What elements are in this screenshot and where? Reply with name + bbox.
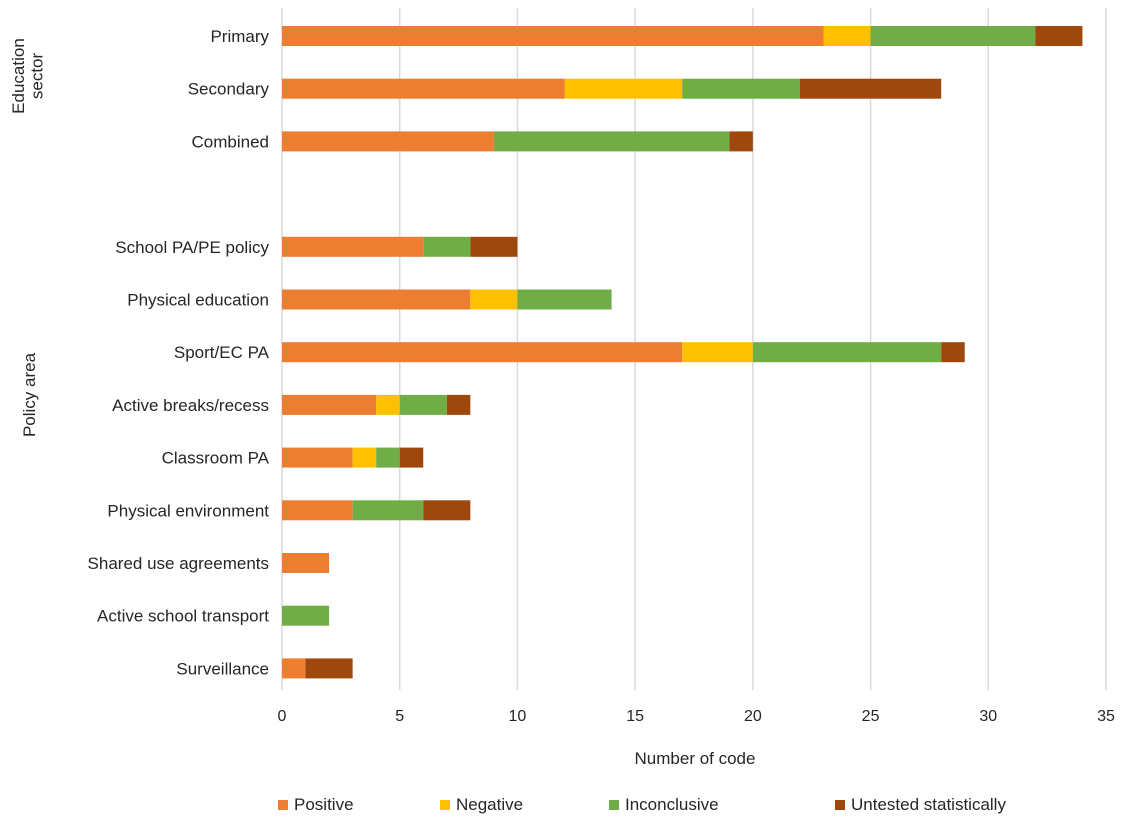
category-label: Physical education [127, 291, 269, 310]
group-label-policy-area: Policy area [20, 352, 39, 437]
category-label: Active school transport [97, 607, 269, 626]
legend-swatch [609, 800, 619, 810]
x-tick-label: 30 [979, 708, 997, 725]
bar-segment-untested-statistically [799, 78, 942, 99]
x-tick-label: 5 [395, 708, 404, 725]
category-label: Shared use agreements [88, 554, 269, 573]
bar-segment-positive [282, 131, 494, 152]
legend-swatch [835, 800, 845, 810]
bar-segment-inconclusive [423, 236, 471, 257]
category-label: Sport/EC PA [174, 343, 270, 362]
category-label: Secondary [188, 80, 270, 99]
bar-segment-negative [352, 447, 377, 468]
group-label-education-sector: Educationsector [9, 38, 47, 114]
legend: Positive Negative Inconclusive Untested sta… [278, 795, 1006, 814]
category-labels: Primary Secondary Combined School PA/PE pol… [88, 27, 270, 678]
bar-segment-untested-statistically [729, 131, 753, 152]
bar-segment-positive [282, 553, 330, 573]
bar-segment-inconclusive [399, 394, 447, 415]
x-tick-label: 20 [744, 708, 762, 725]
category-label: School PA/PE policy [115, 238, 269, 257]
legend-label: Inconclusive [625, 795, 719, 814]
bar-segment-positive [282, 78, 565, 99]
bar-segment-untested-statistically [423, 500, 471, 521]
bar-segment-positive [282, 236, 424, 257]
legend-swatch [440, 800, 450, 810]
bar-segment-negative [376, 394, 400, 415]
x-tick-label: 35 [1097, 708, 1115, 725]
category-label: Classroom PA [162, 449, 270, 468]
bar-segment-positive [282, 26, 824, 46]
bar-segment-inconclusive [493, 131, 730, 152]
x-tick-label: 0 [278, 708, 287, 725]
legend-label: Untested statistically [851, 795, 1006, 814]
bar-segment-inconclusive [752, 342, 942, 363]
x-axis-title: Number of code [635, 749, 756, 768]
bar-segment-inconclusive [282, 605, 330, 626]
legend-label: Negative [456, 795, 523, 814]
bar-segment-inconclusive [870, 26, 1036, 46]
bar-segment-inconclusive [682, 78, 800, 99]
bar-segment-inconclusive [376, 447, 400, 468]
bars [282, 26, 1083, 679]
category-label: Primary [210, 27, 269, 46]
category-label: Surveillance [176, 659, 269, 678]
bar-segment-positive [282, 500, 353, 521]
category-label: Active breaks/recess [112, 396, 269, 415]
bar-segment-positive [282, 447, 353, 468]
bar-segment-untested-statistically [470, 236, 518, 257]
bar-segment-inconclusive [517, 289, 612, 310]
bar-segment-untested-statistically [1035, 26, 1083, 46]
bar-segment-inconclusive [352, 500, 424, 521]
bar-segment-negative [564, 78, 683, 99]
x-tick-label: 15 [626, 708, 644, 725]
bar-segment-positive [282, 289, 471, 310]
bar-segment-untested-statistically [941, 342, 965, 363]
bar-segment-untested-statistically [399, 447, 424, 468]
group-labels: Educationsector Policy area [9, 38, 47, 437]
bar-segment-positive [282, 394, 377, 415]
bar-segment-untested-statistically [446, 394, 471, 415]
legend-label: Positive [294, 795, 354, 814]
x-tick-label: 25 [862, 708, 880, 725]
bar-segment-positive [282, 342, 683, 363]
bar-segment-negative [823, 26, 871, 46]
bar-segment-positive [282, 658, 306, 679]
bar-segment-untested-statistically [305, 658, 353, 679]
x-tick-label: 10 [509, 708, 527, 725]
category-label: Combined [192, 132, 270, 151]
category-label: Physical environment [107, 501, 269, 520]
bar-segment-negative [682, 342, 753, 363]
bar-segment-negative [470, 289, 518, 310]
legend-swatch [278, 800, 288, 810]
x-axis-ticks: 0 5 10 15 20 25 30 35 [278, 708, 1115, 725]
